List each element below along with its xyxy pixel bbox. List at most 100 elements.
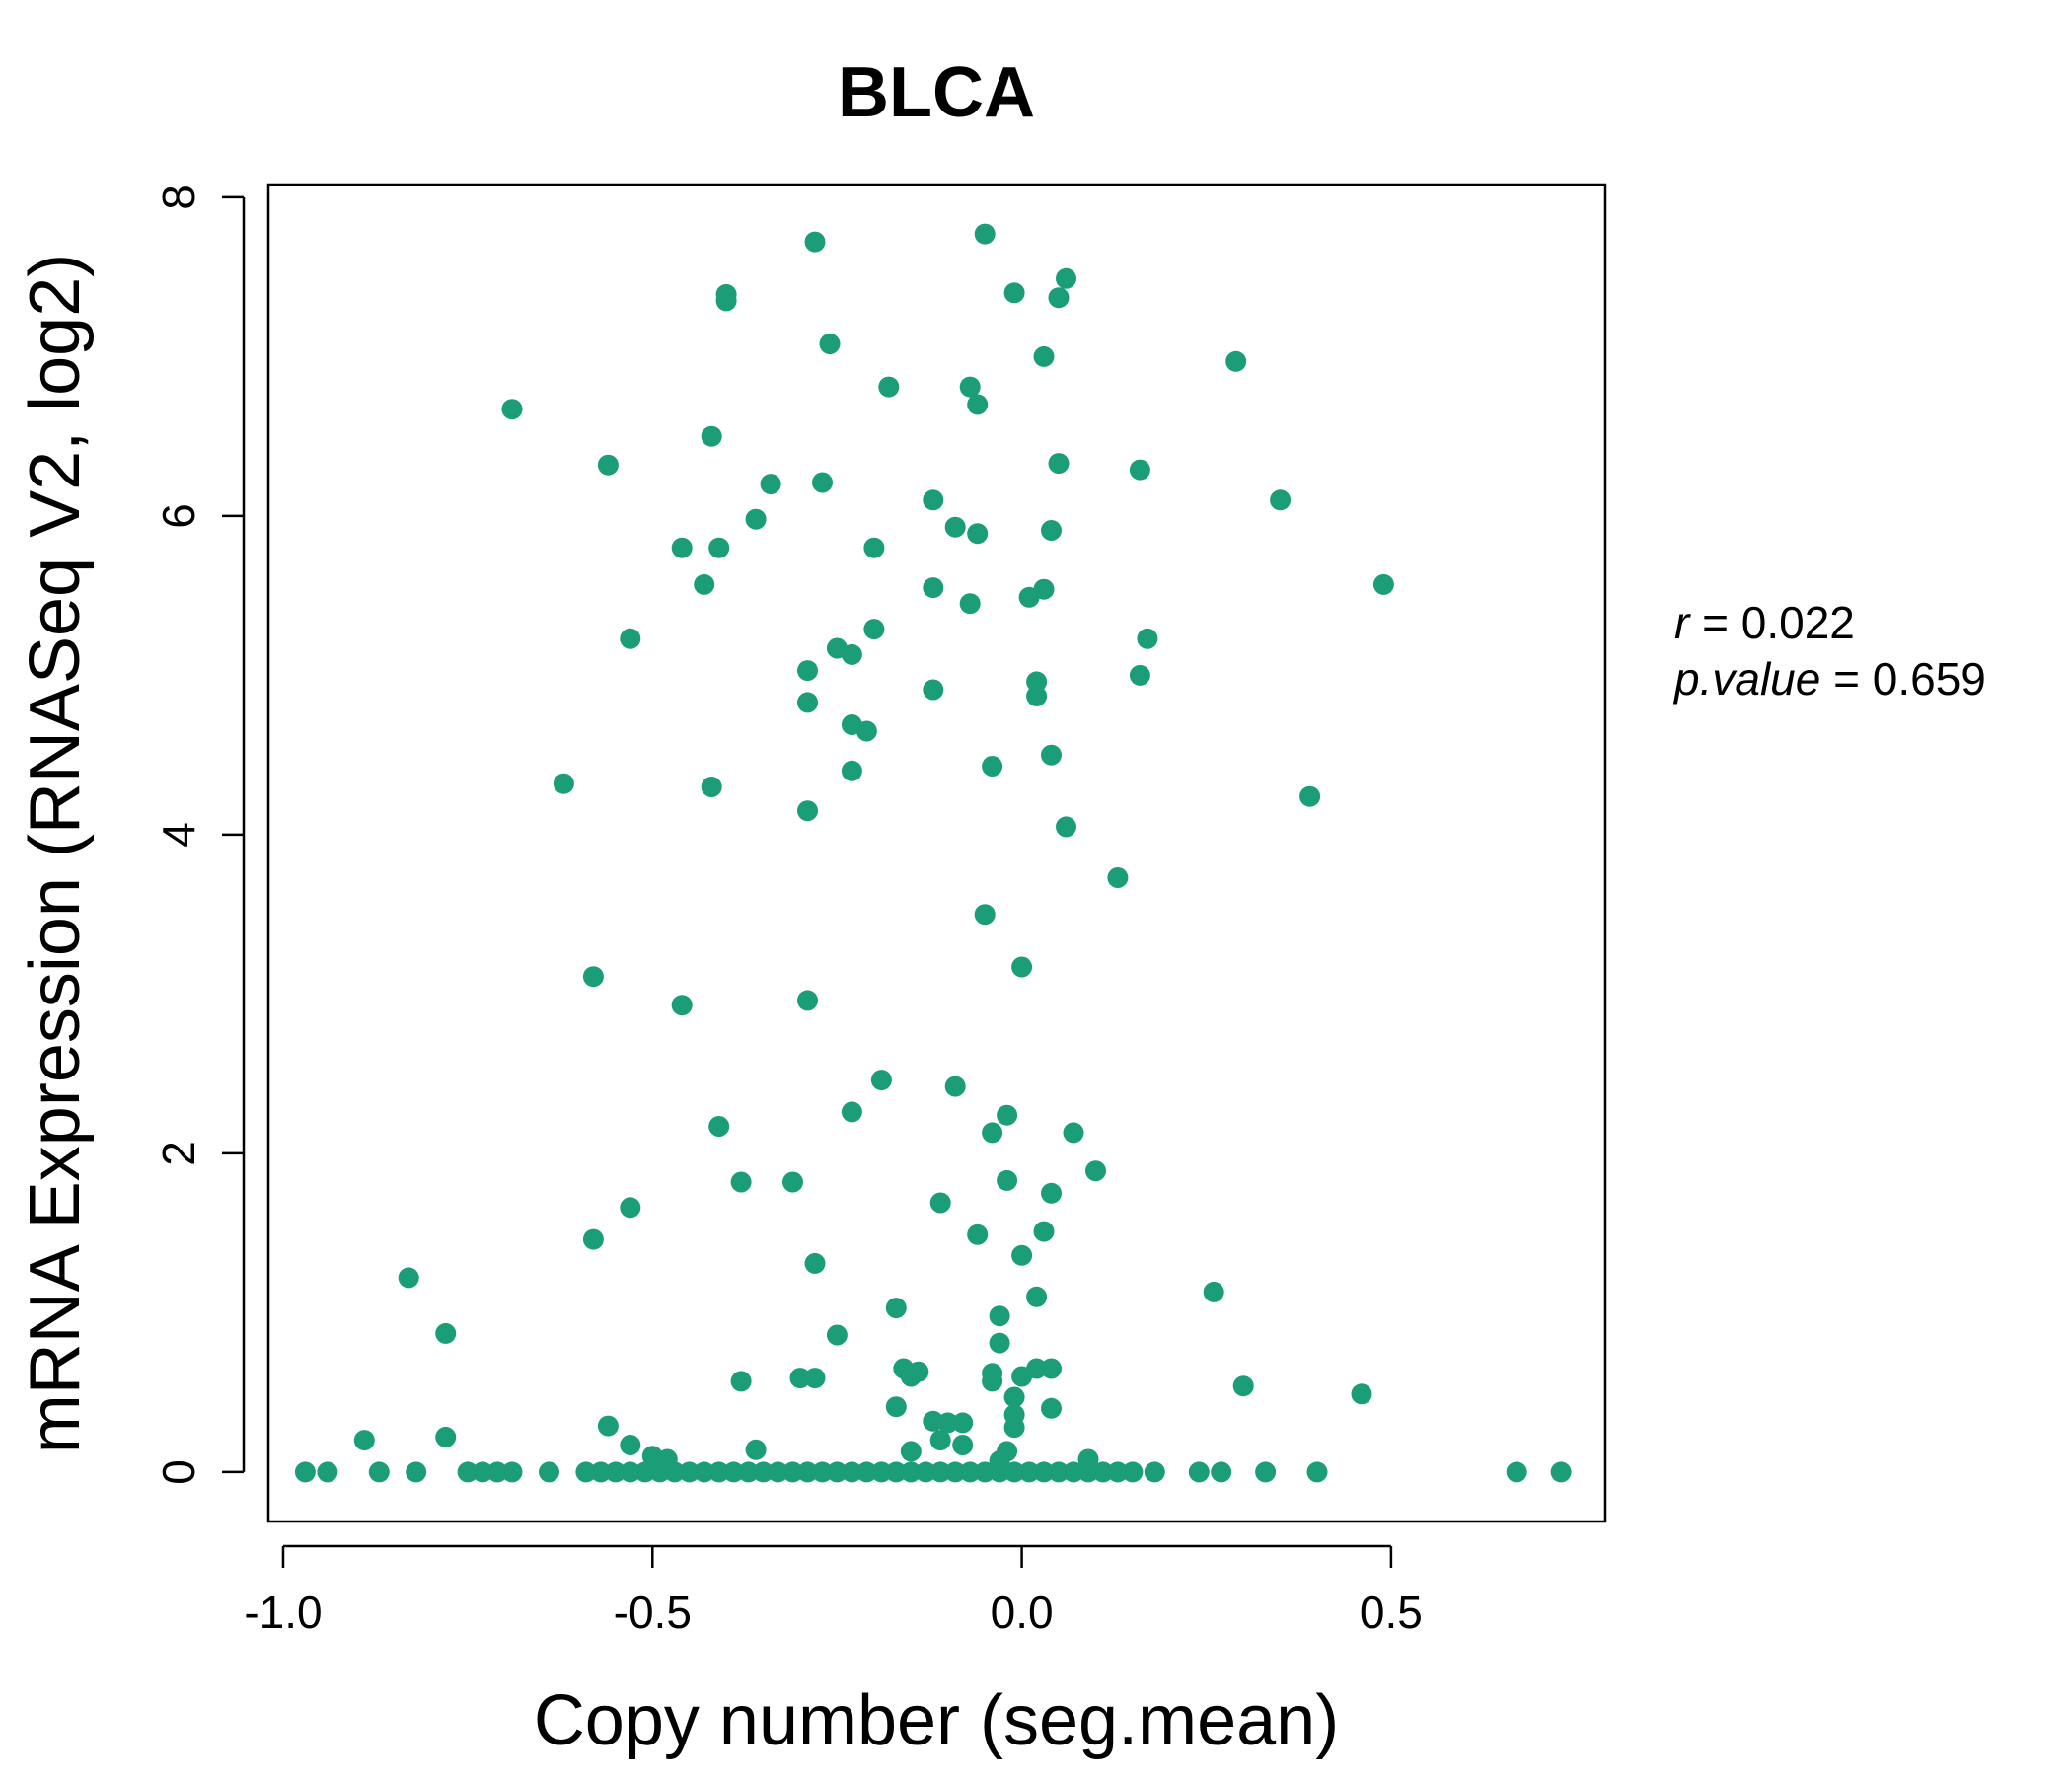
data-point: [944, 1461, 966, 1483]
data-point: [863, 537, 885, 558]
r-label: r: [1674, 597, 1691, 648]
data-point: [819, 334, 841, 354]
svg-text:r = 0.022: r = 0.022: [1674, 597, 1855, 648]
data-point: [1129, 459, 1150, 481]
data-point: [797, 660, 818, 682]
data-point: [694, 1461, 715, 1483]
data-point: [1188, 1461, 1210, 1483]
data-point: [797, 692, 818, 713]
data-point: [944, 516, 966, 538]
data-point: [694, 573, 715, 595]
data-point: [768, 1461, 788, 1483]
data-point: [701, 777, 722, 797]
data-point: [1351, 1383, 1372, 1405]
data-point: [982, 1371, 1003, 1392]
data-point: [597, 454, 619, 476]
data-point: [457, 1461, 479, 1483]
data-point: [1003, 1461, 1025, 1483]
data-point: [1129, 664, 1150, 686]
data-point: [1270, 489, 1292, 511]
data-point: [989, 1461, 1010, 1483]
data-point: [915, 1461, 936, 1483]
data-point: [929, 1461, 951, 1483]
data-point: [1107, 1461, 1129, 1483]
data-point: [294, 1461, 316, 1483]
r-value: 0.022: [1741, 597, 1855, 648]
data-point: [952, 1412, 974, 1434]
data-point: [1063, 1122, 1084, 1144]
data-point: [620, 628, 641, 649]
data-point: [708, 1461, 730, 1483]
data-point: [620, 1197, 641, 1219]
data-point: [812, 472, 833, 493]
data-point: [649, 1461, 671, 1483]
data-point: [855, 720, 877, 742]
data-point: [841, 643, 862, 665]
y-tick-label: 4: [153, 822, 204, 848]
data-point: [797, 990, 818, 1011]
data-point: [885, 1298, 907, 1319]
data-point: [952, 1435, 974, 1455]
data-point: [974, 223, 996, 245]
data-point: [797, 800, 818, 822]
data-point: [317, 1461, 338, 1483]
data-point: [804, 231, 826, 253]
data-point: [989, 1332, 1010, 1354]
p-equals: =: [1833, 653, 1873, 705]
data-point: [1306, 1461, 1328, 1483]
data-point: [1026, 671, 1048, 693]
data-point: [812, 1461, 833, 1483]
data-point: [738, 1461, 760, 1483]
y-tick-label: 2: [153, 1141, 204, 1166]
data-point: [841, 760, 862, 781]
data-point: [982, 756, 1003, 777]
data-point: [929, 1192, 951, 1214]
data-point: [797, 1461, 818, 1483]
data-point: [715, 290, 737, 312]
data-point: [620, 1435, 641, 1455]
data-point: [435, 1426, 457, 1447]
data-point: [1077, 1461, 1099, 1483]
data-point: [959, 1461, 981, 1483]
x-tick-label: -0.5: [614, 1587, 692, 1638]
data-point: [1026, 685, 1048, 706]
data-point: [841, 1101, 862, 1123]
x-axis: -1.0 -0.5 0.0 0.5: [244, 1544, 1423, 1638]
data-point: [870, 1070, 892, 1091]
data-point: [929, 1430, 951, 1451]
data-point: [723, 1461, 745, 1483]
data-point: [782, 1171, 803, 1193]
data-point: [826, 1461, 848, 1483]
data-point: [1372, 573, 1394, 595]
data-point: [1048, 1461, 1070, 1483]
data-point: [878, 376, 900, 398]
data-point: [1144, 1461, 1165, 1483]
data-point: [634, 1461, 656, 1483]
data-point: [1018, 586, 1040, 608]
data-point: [1299, 785, 1321, 807]
data-point: [923, 489, 944, 511]
data-point: [1026, 1286, 1048, 1307]
data-point: [944, 1076, 966, 1097]
data-point: [398, 1267, 419, 1289]
data-point: [1041, 1397, 1062, 1419]
data-point: [1063, 1461, 1084, 1483]
y-tick-label: 0: [153, 1459, 204, 1485]
data-point: [923, 577, 944, 599]
data-point: [708, 1116, 730, 1137]
data-point: [923, 679, 944, 701]
data-point: [900, 1441, 922, 1462]
data-point: [1041, 520, 1062, 541]
data-point: [435, 1322, 457, 1344]
y-tick-label: 6: [153, 503, 204, 529]
data-point: [1033, 1461, 1055, 1483]
data-point: [789, 1368, 811, 1389]
data-point: [863, 619, 885, 640]
data-point: [1041, 1358, 1062, 1379]
data-point: [760, 474, 781, 495]
y-tick-label: 8: [153, 185, 204, 210]
data-point: [368, 1461, 390, 1483]
data-point: [885, 1396, 907, 1418]
